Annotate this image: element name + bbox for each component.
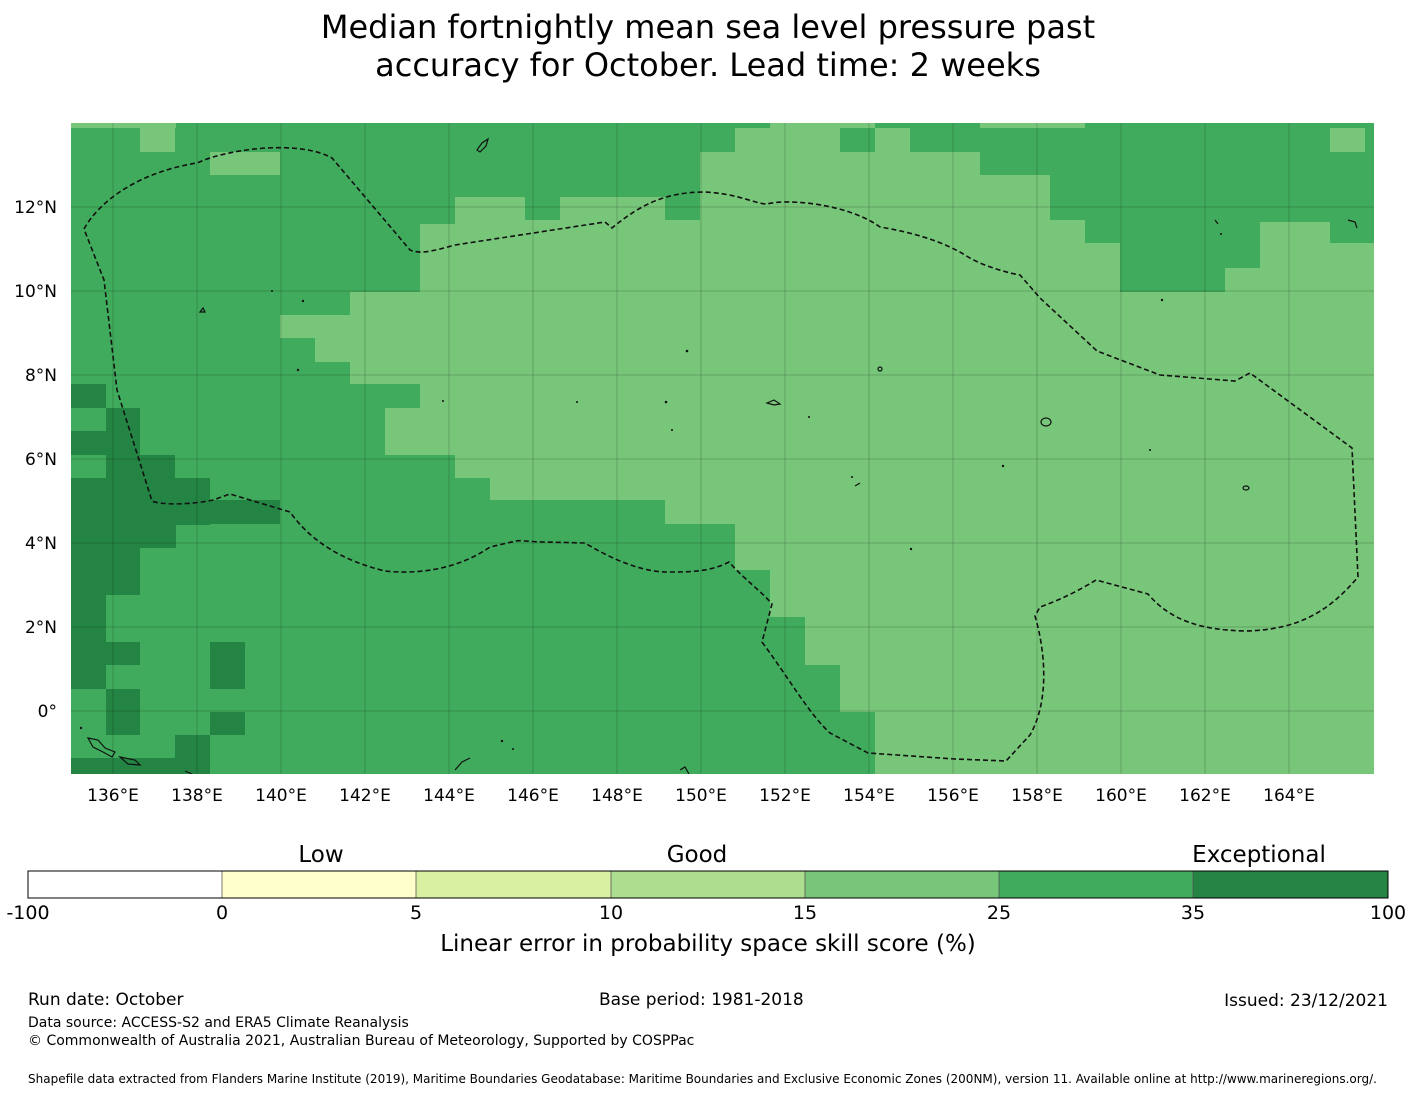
eez-boundary-west [83, 146, 1359, 762]
y-tick-10n: 10°N [14, 282, 57, 302]
colorbar [27, 870, 1389, 899]
x-axis-tick-labels: 136°E 138°E 140°E 142°E 144°E 146°E 148°… [87, 786, 1315, 806]
y-tick-12n: 12°N [14, 198, 57, 218]
chart-title-line-1: Median fortnightly mean sea level pressu… [320, 8, 1096, 46]
category-label-low: Low [298, 842, 344, 868]
run-date: Run date: October [28, 990, 184, 1010]
x-tick-148: 148°E [591, 786, 643, 806]
data-source: Data source: ACCESS-S2 and ERA5 Climate … [28, 1015, 409, 1031]
region-skill-15-25-patches [71, 123, 1365, 175]
region-skill-35-100 [71, 384, 280, 774]
x-tick-154: 154°E [843, 786, 895, 806]
region-skill-25-35-patches [1260, 123, 1330, 185]
colorbar-tick-15: 15 [792, 902, 818, 924]
map-area [71, 123, 1374, 774]
colorbar-segment-neg100-0 [28, 871, 222, 898]
x-tick-160: 160°E [1095, 786, 1147, 806]
x-tick-142: 142°E [339, 786, 391, 806]
y-axis-tick-labels: 12°N 10°N 8°N 6°N 4°N 2°N 0° [14, 198, 57, 722]
colorbar-tick-25: 25 [986, 902, 1012, 924]
base-period: Base period: 1981-2018 [599, 990, 804, 1010]
x-tick-140: 140°E [255, 786, 307, 806]
colorbar-segment-15-25 [805, 871, 999, 898]
x-tick-152: 152°E [759, 786, 811, 806]
chart-title-line-2: accuracy for October. Lead time: 2 weeks [375, 46, 1041, 84]
colorbar-tick-neg100: -100 [6, 902, 50, 924]
x-tick-146: 146°E [507, 786, 559, 806]
colorbar-segment-10-15 [611, 871, 805, 898]
x-tick-136: 136°E [87, 786, 139, 806]
colorbar-segment-5-10 [416, 871, 611, 898]
x-tick-150: 150°E [675, 786, 727, 806]
x-tick-144: 144°E [423, 786, 475, 806]
colorbar-tick-35: 35 [1180, 902, 1206, 924]
colorbar-tick-0: 0 [215, 902, 229, 924]
y-tick-2n: 2°N [25, 618, 57, 638]
colorbar-axis-label: Linear error in probability space skill … [440, 931, 976, 957]
colorbar-tick-100: 100 [1369, 902, 1407, 924]
colorbar-segment-35-100 [1193, 871, 1388, 898]
y-tick-4n: 4°N [25, 534, 57, 554]
small-island-dots [79, 233, 1222, 750]
category-label-exceptional: Exceptional [1192, 842, 1326, 868]
x-tick-158: 158°E [1011, 786, 1063, 806]
x-tick-138: 138°E [171, 786, 223, 806]
colorbar-segment-25-35 [999, 871, 1193, 898]
colorbar-tick-10: 10 [598, 902, 624, 924]
issued-date: Issued: 23/12/2021 [1224, 991, 1388, 1011]
gridlines [71, 123, 1374, 774]
category-label-good: Good [666, 842, 728, 868]
y-tick-8n: 8°N [25, 366, 57, 386]
island-outlines [86, 137, 1358, 774]
copyright: © Commonwealth of Australia 2021, Austra… [28, 1033, 695, 1049]
x-tick-164: 164°E [1263, 786, 1315, 806]
colorbar-segment-0-5 [222, 871, 416, 898]
region-skill-15-25 [280, 128, 1374, 774]
x-tick-162: 162°E [1179, 786, 1231, 806]
shapefile-credit: Shapefile data extracted from Flanders M… [28, 1072, 1377, 1086]
colorbar-outline [27, 870, 1389, 899]
colorbar-tick-5: 5 [409, 902, 423, 924]
y-tick-0: 0° [38, 702, 57, 722]
x-tick-156: 156°E [927, 786, 979, 806]
y-tick-6n: 6°N [25, 450, 57, 470]
colorbar-dividers [221, 871, 1194, 898]
